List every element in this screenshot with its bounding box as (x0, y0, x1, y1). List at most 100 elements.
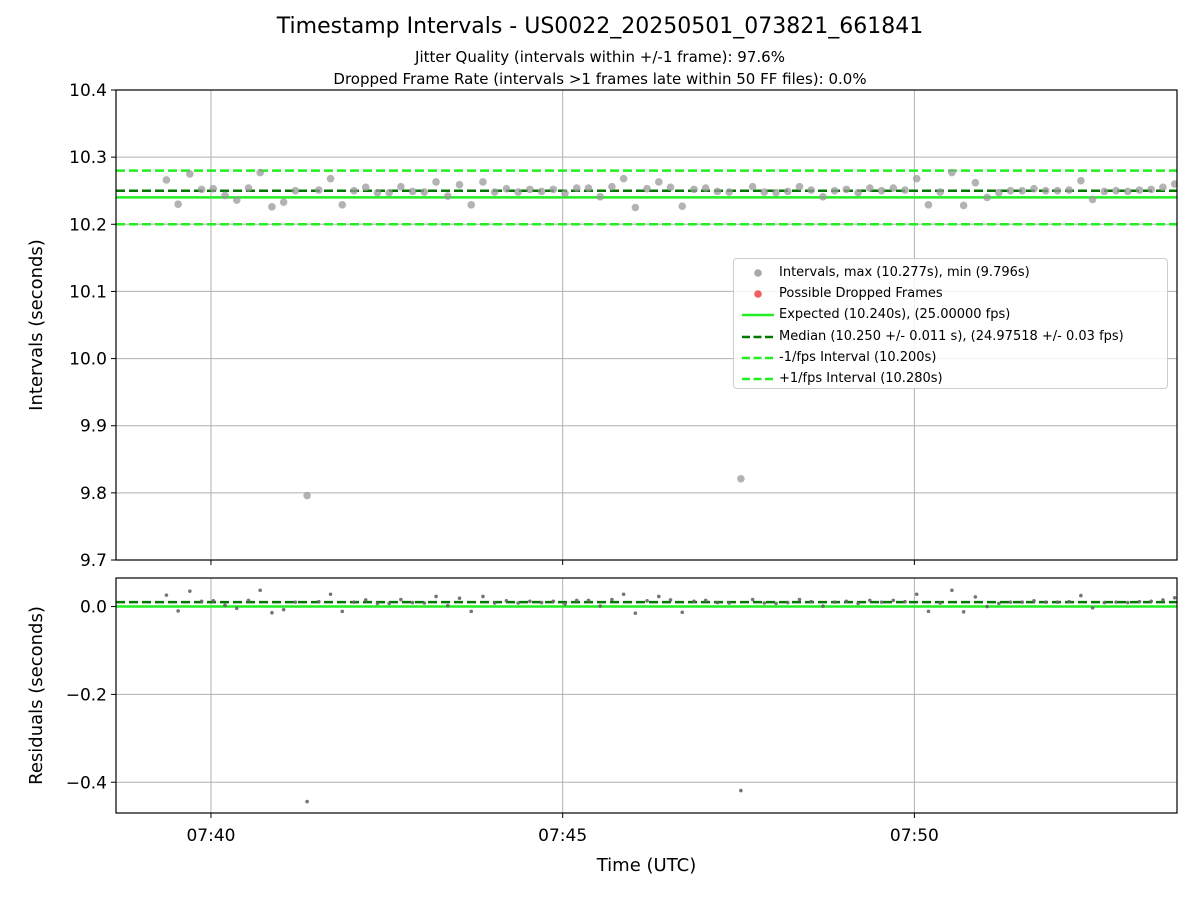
residual-point (1043, 600, 1048, 604)
residual-point (1079, 593, 1083, 598)
interval-point (889, 184, 898, 192)
interval-point (678, 202, 687, 210)
interval-point (291, 186, 300, 195)
interval-point (596, 192, 604, 201)
axes-frame (115, 89, 1178, 561)
interval-point (526, 185, 534, 194)
x-axis-label: Time (UTC) (596, 855, 697, 876)
interval-point (1123, 187, 1132, 196)
residual-point (950, 588, 954, 593)
legend-marker (754, 290, 762, 298)
interval-point (537, 187, 546, 196)
y-tick-label: 10.4 (69, 81, 107, 101)
legend: Intervals, max (10.277s), min (9.796s) Po… (733, 258, 1168, 389)
interval-point (854, 188, 862, 197)
interval-point (701, 184, 710, 192)
y-tick-label: 0.0 (80, 598, 107, 618)
residual-point (410, 600, 415, 605)
legend-item: Possible Dropped Frames (734, 283, 1167, 304)
residual-point (903, 599, 907, 604)
interval-point (1135, 186, 1144, 194)
residual-point (785, 600, 790, 605)
legend-label: Expected (10.240s), (25.00000 fps) (779, 307, 1011, 323)
interval-point (479, 178, 487, 186)
interval-point (936, 188, 944, 196)
interval-point (315, 186, 323, 194)
residual-point (1172, 595, 1177, 600)
interval-point (514, 188, 522, 196)
residual-point (164, 593, 169, 597)
interval-point (690, 185, 698, 194)
interval-point (350, 186, 358, 195)
residual-point (610, 597, 614, 602)
interval-point (502, 184, 511, 193)
residual-point (246, 598, 251, 603)
residual-point (715, 600, 720, 605)
residual-point (375, 601, 380, 606)
interval-point (221, 191, 229, 200)
legend-item: +1/fps Interval (10.280s) (734, 368, 1167, 389)
interval-point (373, 188, 382, 197)
interval-point (244, 184, 253, 192)
residual-point (317, 599, 321, 604)
interval-point (772, 188, 780, 197)
residual-point (856, 601, 860, 606)
residual-point (1149, 599, 1154, 604)
interval-point (561, 189, 569, 198)
interval-point (725, 188, 733, 196)
residual-point (680, 610, 685, 615)
interval-point (1170, 180, 1177, 188)
interval-point (643, 184, 651, 193)
legend-marker (754, 269, 762, 277)
legend-swatch (742, 335, 774, 338)
residual-point (692, 599, 696, 604)
interval-point (619, 174, 628, 183)
residual-point (809, 599, 814, 604)
y-tick-label: 9.9 (80, 417, 107, 437)
residual-point (879, 600, 884, 604)
interval-point (713, 187, 722, 196)
interval-point (432, 178, 440, 186)
residual-point (1090, 606, 1095, 610)
jitter-quality-subtitle: Jitter Quality (intervals within +/-1 fr… (415, 48, 785, 66)
interval-point (971, 178, 980, 187)
interval-point (1147, 185, 1156, 194)
y-tick-label: 9.7 (80, 551, 107, 571)
residual-point (891, 598, 896, 603)
legend-label: Intervals, max (10.277s), min (9.796s) (779, 265, 1030, 280)
residual-point (1055, 600, 1060, 604)
interval-point (397, 182, 405, 191)
interval-point (760, 188, 769, 196)
interval-point (959, 201, 968, 210)
residual-point (961, 610, 966, 614)
residual-point (270, 610, 274, 615)
intervals-panel: 9.7 9.8 9.9 10.0 10.1 10.2 10.3 10.4 Intervals (… (26, 81, 1178, 571)
residual-point (528, 599, 532, 604)
interval-point (1077, 176, 1085, 185)
residual-point (821, 604, 825, 608)
residual-point (1067, 599, 1071, 604)
residual-point (1125, 600, 1130, 605)
residual-point (586, 598, 591, 603)
residual-point (645, 599, 649, 603)
residual-point (363, 598, 368, 602)
interval-point (303, 491, 311, 500)
interval-point (279, 198, 288, 206)
residual-point (739, 788, 743, 793)
residual-point (844, 599, 849, 604)
residual-point (574, 598, 579, 603)
residual-point (1032, 599, 1036, 603)
residual-point (293, 600, 298, 604)
interval-point (490, 188, 499, 196)
residual-point (973, 595, 978, 599)
interval-point (197, 185, 206, 194)
interval-point (631, 203, 640, 212)
residual-point (563, 602, 567, 606)
y-axis-label: Intervals (seconds) (26, 239, 47, 411)
interval-point (795, 182, 804, 191)
interval-point (326, 174, 335, 183)
residual-point (703, 598, 708, 603)
interval-point (338, 201, 347, 209)
interval-point (572, 184, 581, 192)
